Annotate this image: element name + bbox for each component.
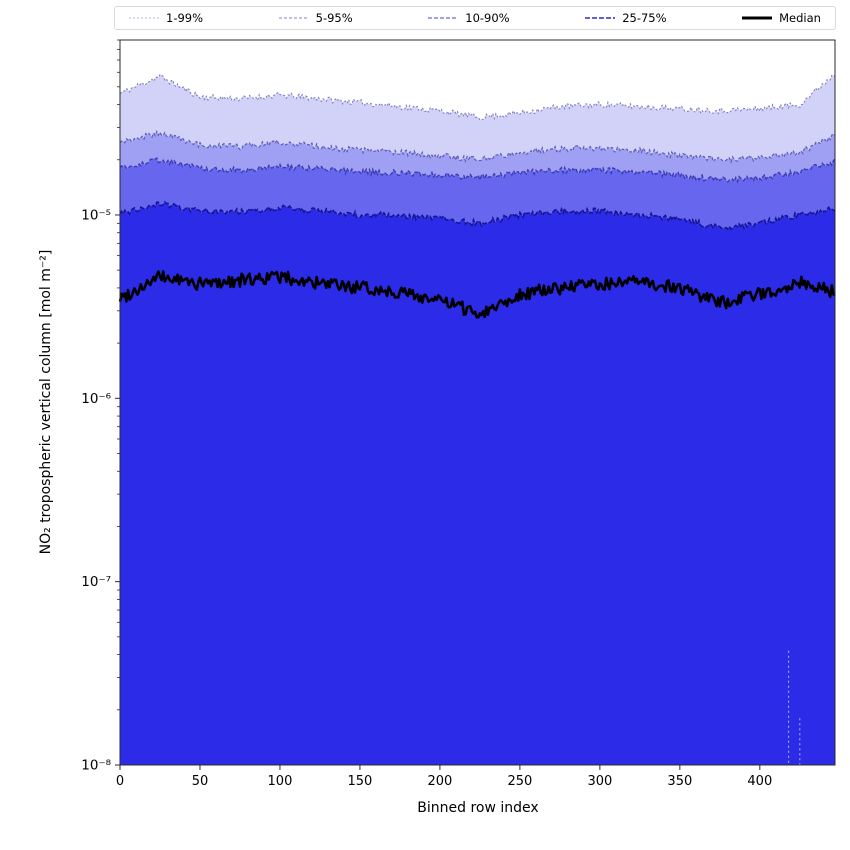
legend-label: 25-75%	[622, 11, 667, 25]
x-tick-label: 100	[268, 774, 293, 789]
legend-item-median: Median	[742, 11, 821, 25]
legend-line-sample-10-90	[428, 17, 459, 19]
legend-label: 10-90%	[465, 11, 510, 25]
x-tick-label: 250	[507, 774, 532, 789]
x-tick-label: 400	[747, 774, 772, 789]
x-axis-label: Binned row index	[417, 800, 539, 816]
legend-label: Median	[779, 11, 821, 25]
legend-label: 5-95%	[315, 11, 353, 25]
legend-item-5-95: 5-95%	[278, 11, 353, 25]
y-tick-label: 10⁻⁵	[81, 207, 111, 223]
x-tick-label: 200	[427, 774, 452, 789]
x-tick-label: 50	[192, 774, 209, 789]
y-tick-label: 10⁻⁸	[81, 758, 111, 774]
legend-line-sample-1-99	[129, 17, 159, 19]
legend-item-10-90: 10-90%	[428, 11, 510, 25]
x-tick-label: 0	[116, 774, 124, 789]
x-tick-label: 300	[587, 774, 612, 789]
legend-item-25-75: 25-75%	[585, 11, 667, 25]
y-tick-label: 10⁻⁶	[81, 391, 111, 407]
x-tick-label: 350	[667, 774, 692, 789]
y-axis-label: NO₂ tropospheric vertical column [mol m⁻…	[38, 249, 54, 555]
legend: 1-99% 5-95% 10-90% 25-75% Median	[114, 6, 836, 30]
legend-item-1-99: 1-99%	[129, 11, 203, 25]
legend-line-sample-25-75	[585, 17, 616, 19]
legend-line-sample-5-95	[278, 17, 309, 19]
x-tick-label: 150	[348, 774, 373, 789]
legend-line-sample-median	[742, 16, 773, 20]
y-tick-label: 10⁻⁷	[81, 574, 111, 590]
legend-label: 1-99%	[166, 11, 204, 25]
